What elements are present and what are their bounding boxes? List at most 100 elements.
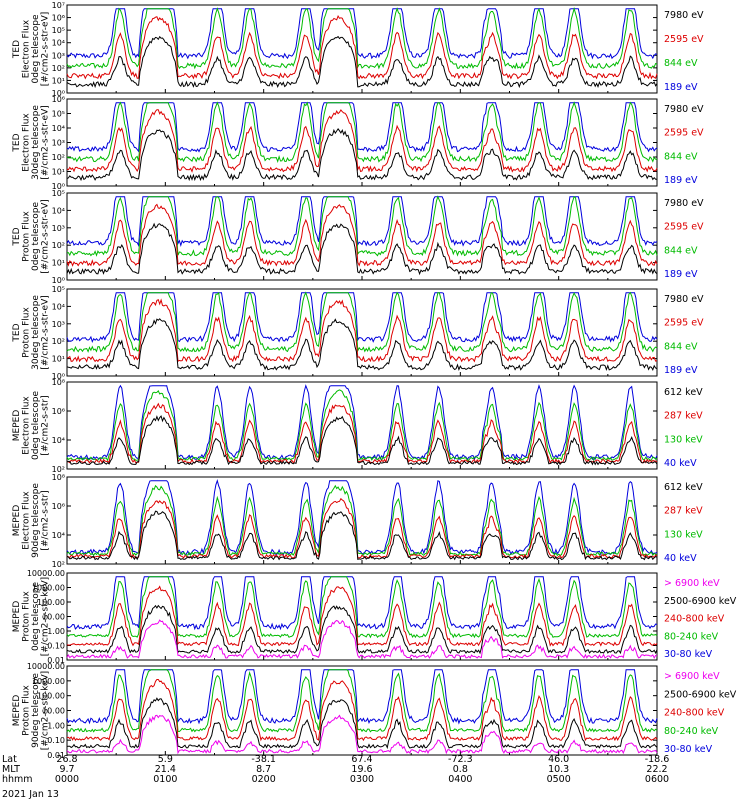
y-axis-title: MEPED Proton Flux 90deg telescope [#/cm2-s-…	[12, 671, 51, 750]
y-axis-title-line: Proton Flux	[21, 211, 31, 262]
y-axis-title-line: [#/cm2-s-str]	[40, 395, 50, 455]
y-tick-label: 10000.00	[27, 569, 65, 578]
y-tick-label: 10⁸	[52, 473, 65, 482]
series-trace-2	[66, 14, 658, 80]
legend-entry: 2500-6900 keV	[664, 596, 737, 607]
y-tick-label: 10000.00	[27, 662, 65, 671]
legend-entry: 2595 eV	[664, 34, 704, 45]
y-tick-label: 10⁴	[52, 302, 65, 311]
series-trace-0	[66, 8, 658, 60]
legend-entry: 40 keV	[664, 553, 697, 564]
panel-frame	[66, 572, 658, 661]
y-tick-label: 10⁰	[52, 372, 65, 381]
y-tick-label: 10⁶	[52, 14, 65, 23]
panel-p8: 0.010.101.0010.00100.001000.0010000.00ME…	[12, 662, 737, 760]
legend-entry: 80-240 keV	[664, 726, 719, 737]
y-axis-title-line: 0deg telescope	[31, 391, 41, 461]
y-tick-label: 10⁵	[52, 285, 65, 294]
y-tick-label: 10⁵	[52, 26, 65, 35]
legend-entry: 2595 eV	[664, 318, 704, 329]
y-tick-label: 10³	[52, 320, 65, 329]
y-axis-title: TED Electron Flux 30deg telescope [#/cm2-s-…	[12, 105, 51, 180]
x-row-label: MLT	[2, 764, 20, 775]
x-tick-label-mlt: 0.8	[453, 764, 468, 775]
legend-entry: 189 eV	[664, 365, 698, 376]
y-tick-label: 10⁰	[52, 182, 65, 191]
x-tick-label-hhmm: 0300	[350, 774, 374, 785]
y-tick-label: 1000.00	[32, 584, 65, 593]
legend-entry: 612 keV	[664, 482, 703, 493]
y-axis-title-line: 90deg telescope	[31, 673, 41, 748]
y-axis-title-line: MEPED	[12, 410, 22, 442]
series-trace-0	[66, 576, 658, 631]
series-trace-4	[66, 714, 658, 755]
legend-entry: 2595 eV	[664, 222, 704, 233]
series-trace-1	[66, 389, 658, 462]
x-tick-label-hhmm: 0100	[153, 774, 177, 785]
x-tick-label-lat: 26.8	[56, 754, 77, 765]
series-trace-3	[66, 415, 658, 466]
series-trace-3	[66, 35, 658, 89]
legend-entry: 612 keV	[664, 387, 703, 398]
legend-entry: 7980 eV	[664, 294, 704, 305]
y-axis-title-line: 30deg telescope	[31, 105, 41, 180]
x-tick-label-lat: -38.1	[251, 754, 276, 765]
legend-entry: 189 eV	[664, 269, 698, 280]
y-tick-label: 0.01	[47, 656, 65, 665]
x-tick-label-lat: 46.0	[548, 754, 569, 765]
y-axis-title-line: 0deg telescope	[31, 202, 41, 272]
series-trace-1	[66, 291, 658, 353]
series-trace-2	[66, 679, 658, 742]
legend-entry: 7980 eV	[664, 198, 704, 209]
y-tick-label: 10³	[52, 139, 65, 148]
series-trace-1	[66, 576, 658, 639]
legend-entry: 130 keV	[664, 529, 703, 540]
x-tick-label-lat: -18.6	[645, 754, 670, 765]
x-tick-label-hhmm: 0600	[645, 774, 669, 785]
legend-entry: > 6900 keV	[664, 671, 720, 682]
y-axis-title-line: [#/cm2-s-str-eV]	[40, 105, 50, 180]
y-axis-title-line: TED	[12, 323, 22, 342]
legend-entry: 2595 eV	[664, 128, 704, 139]
y-tick-label: 10⁴	[52, 124, 65, 133]
legend-entry: > 6900 keV	[664, 578, 720, 589]
y-axis-title: MEPED Electron Flux 0deg telescope [#/cm2-s…	[12, 391, 51, 461]
legend-entry: 240-800 keV	[664, 708, 725, 719]
legend-entry: 2500-6900 keV	[664, 689, 737, 700]
y-tick-label: 10²	[52, 465, 65, 474]
legend-entry: 240-800 keV	[664, 614, 725, 625]
x-row-label: hhmm	[2, 774, 33, 785]
y-tick-label: 10⁵	[52, 189, 65, 198]
y-tick-label: 10⁰	[52, 276, 65, 285]
legend-entry: 844 eV	[664, 341, 698, 352]
y-axis-title-line: [#/cm2-s-str-keV]	[40, 671, 50, 750]
y-tick-label: 10⁷	[52, 1, 65, 10]
y-tick-label: 0.01	[47, 751, 65, 760]
y-axis-title-line: [#/cm2-s-str-eV]	[40, 199, 50, 274]
y-axis-title-line: MEPED	[12, 505, 22, 537]
legend-entry: 130 keV	[664, 434, 703, 445]
y-axis-title-line: [#/cm2-s-str-eV]	[40, 12, 50, 87]
y-axis-title-line: Proton Flux	[21, 685, 31, 736]
y-tick-label: 10¹	[52, 168, 65, 177]
y-axis-title-line: Electron Flux	[21, 396, 31, 455]
y-tick-label: 10²	[52, 337, 65, 346]
series-trace-0	[66, 384, 658, 462]
y-tick-label: 10⁶	[52, 407, 65, 416]
y-tick-label: 10²	[52, 241, 65, 250]
y-tick-label: 10³	[52, 224, 65, 233]
y-tick-label: 10⁴	[52, 206, 65, 215]
y-tick-label: 1.00	[47, 627, 65, 636]
legend-entry: 844 eV	[664, 58, 698, 69]
series-trace-2	[66, 402, 658, 465]
series-trace-1	[66, 101, 658, 163]
y-tick-label: 1.00	[47, 721, 65, 730]
y-tick-label: 10¹	[52, 259, 65, 268]
y-axis-title-line: 0deg telescope	[31, 582, 41, 652]
legend-entry: 287 keV	[664, 411, 703, 422]
